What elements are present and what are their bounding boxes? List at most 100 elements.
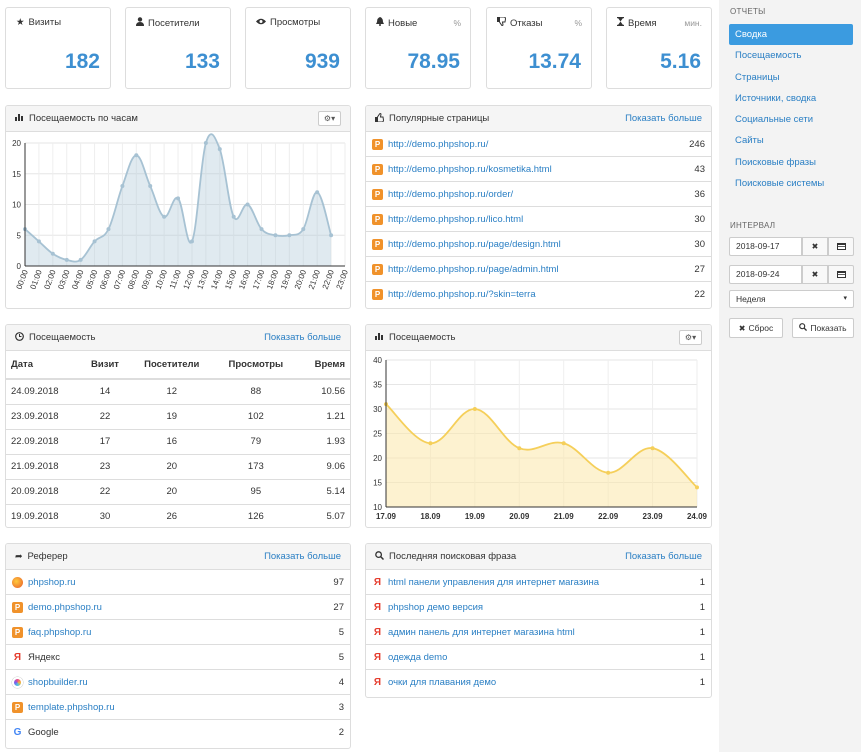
show-more-link[interactable]: Показать больше [625,551,702,562]
data-point[interactable] [64,257,69,262]
show-button[interactable]: Показать [792,318,854,338]
data-point[interactable] [428,441,433,446]
page-url-link[interactable]: http://demo.phpshop.ru/ [388,138,489,150]
show-more-link[interactable]: Показать больше [264,551,341,562]
data-point[interactable] [315,190,320,195]
table-cell: 22 [80,404,130,430]
page-url-link[interactable]: http://demo.phpshop.ru/?skin=terra [388,289,536,300]
data-point[interactable] [203,141,208,145]
data-point[interactable] [606,470,611,475]
sidebar-item[interactable]: Страницы [735,71,780,83]
data-point[interactable] [162,214,167,219]
data-point[interactable] [189,239,194,244]
data-point[interactable] [259,227,264,232]
page-url-link[interactable]: http://demo.phpshop.ru/lico.html [388,213,524,225]
referrer-name[interactable]: shopbuilder.ru [28,676,88,688]
data-point[interactable] [134,153,139,158]
referrer-name[interactable]: template.phpshop.ru [28,701,115,713]
data-point[interactable] [148,184,153,189]
thumbs-up-icon [375,112,385,125]
table-cell: 1.21 [297,404,350,430]
data-point[interactable] [92,239,97,244]
data-point[interactable] [78,257,83,262]
data-point[interactable] [245,202,250,207]
table-row: 23.09.2018 22 19 102 1.21 [6,404,350,430]
calendar-to-button[interactable] [828,265,854,284]
show-more-link[interactable]: Показать больше [264,332,341,343]
data-point[interactable] [106,227,111,232]
page-url-link[interactable]: http://demo.phpshop.ru/page/design.html [388,238,561,250]
search-icon [799,323,808,333]
referrer-count: 5 [338,651,344,663]
data-point[interactable] [231,214,236,219]
stat-value: 133 [184,50,220,73]
x-tick-label: 22.09 [598,512,619,521]
data-point[interactable] [695,485,699,490]
page-url-link[interactable]: http://demo.phpshop.ru/kosmetika.html [388,163,552,175]
panel-title: Посещаемость [29,332,96,343]
data-point[interactable] [329,233,334,238]
clear-date-from-button[interactable]: ✖ [802,237,828,256]
chart-settings-button[interactable]: ⚙ ▾ [318,111,341,126]
sidebar-item[interactable]: Поисковые системы [735,178,825,190]
table-cell: 26 [166,511,178,523]
sidebar-item[interactable]: Поисковые фразы [735,156,816,168]
data-point[interactable] [120,184,125,189]
date-from-input[interactable]: 2018-09-17 [729,237,802,256]
referrer-name[interactable]: faq.phpshop.ru [28,626,92,638]
stat-unit: % [453,18,461,28]
data-point[interactable] [217,147,222,152]
sidebar-item[interactable]: Посещаемость [735,50,802,62]
clear-date-to-button[interactable]: ✖ [802,265,828,284]
x-tick-label: 21.09 [554,512,575,521]
reset-button[interactable]: ✖ Сброс [729,318,783,338]
sidebar-item[interactable]: Источники, сводка [735,92,817,104]
date-to-input[interactable]: 2018-09-24 [729,265,802,284]
panel-title: Популярные страницы [389,113,490,124]
referrer-name[interactable]: phpshop.ru [28,576,76,588]
table-cell: 17 [80,429,130,455]
phpshop-icon: P [372,238,383,250]
hourglass-icon [617,17,624,29]
data-point[interactable] [273,233,278,238]
table-cell: 88 [214,379,298,405]
data-point[interactable] [36,239,41,244]
show-more-link[interactable]: Показать больше [625,113,702,124]
search-phrase-link[interactable]: админ панель для интернет магазина html [388,626,575,638]
referrer-count: 27 [333,601,344,613]
search-phrase-link[interactable]: очки для плавания демо [388,677,497,688]
data-point[interactable] [50,251,55,256]
data-point[interactable] [301,227,306,232]
referrer-count: 97 [333,576,344,588]
page-url-link[interactable]: http://demo.phpshop.ru/page/admin.html [388,263,559,275]
table-cell: 19.09.2018 [11,511,59,523]
list-item: G Google 2 [6,720,350,745]
data-point[interactable] [176,196,181,201]
data-point[interactable] [472,407,477,411]
period-select[interactable]: Неделя ▾ [729,290,854,308]
chart-settings-button[interactable]: ⚙ ▾ [679,330,702,345]
search-phrase-link[interactable]: одежда demo [388,651,448,663]
data-point[interactable] [287,233,292,238]
sidebar-item[interactable]: Сводка [729,24,853,46]
x-tick-label: 17.09 [376,512,397,521]
page-url-link[interactable]: http://demo.phpshop.ru/order/ [388,188,514,200]
referrer-name[interactable]: demo.phpshop.ru [28,601,102,613]
data-point[interactable] [561,441,566,446]
search-phrase-link[interactable]: html панели управления для интернет мага… [388,576,600,588]
calendar-from-button[interactable] [828,237,854,256]
phrase-count: 1 [699,651,705,663]
table-cell: 16 [129,429,215,455]
sidebar-item[interactable]: Сайты [735,135,764,147]
search-phrases-panel: Последняя поисковая фраза Показать больш… [365,543,712,698]
table-cell: 20 [129,454,215,480]
sidebar-item[interactable]: Социальные сети [735,114,814,126]
table-cell: 5.07 [326,511,346,523]
data-point[interactable] [517,446,522,451]
data-point[interactable] [650,446,655,451]
search-phrase-link[interactable]: phpshop демо версия [388,601,484,613]
x-tick-label: 24.09 [687,512,708,521]
